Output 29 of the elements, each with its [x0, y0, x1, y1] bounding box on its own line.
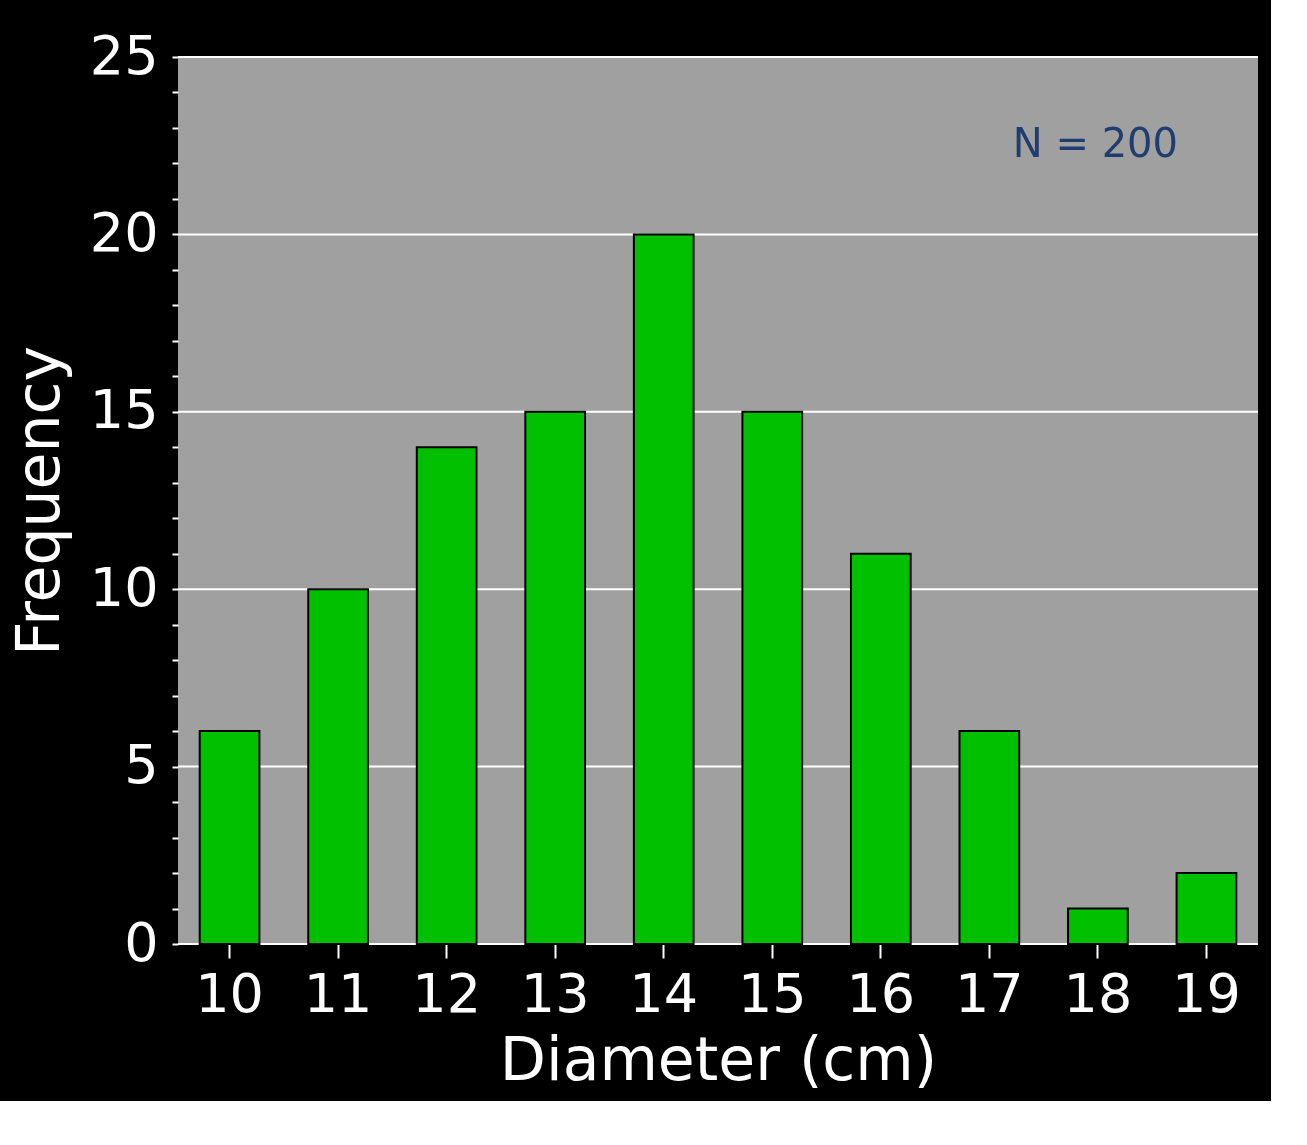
bar	[741, 410, 804, 945]
x-tick-label: 17	[955, 961, 1024, 1025]
annotation: N = 200	[1012, 120, 1178, 166]
x-tick-label: 15	[737, 961, 807, 1025]
y-tick-label: 10	[89, 555, 159, 619]
y-tick-label: 0	[124, 910, 159, 974]
x-tick-label: 10	[195, 961, 264, 1025]
bar	[524, 410, 587, 945]
y-axis-title: Frequency	[2, 346, 73, 656]
bar	[849, 552, 912, 945]
bar	[1067, 907, 1129, 945]
bar	[415, 446, 478, 945]
x-tick-label: 19	[1172, 961, 1241, 1025]
x-tick-label: 11	[303, 961, 373, 1025]
x-tick-label: 16	[846, 961, 916, 1025]
x-tick-label: 12	[412, 961, 481, 1025]
y-tick-label: 25	[89, 23, 159, 87]
bar	[632, 233, 695, 945]
bar	[1175, 872, 1238, 945]
x-tick-label: 14	[629, 961, 699, 1025]
y-tick-label: 20	[89, 200, 159, 264]
x-tick-label: 13	[520, 961, 590, 1025]
bar	[958, 730, 1021, 945]
x-axis-title: Diameter (cm)	[499, 1023, 938, 1094]
y-tick-label: 5	[124, 733, 159, 797]
x-tick-label: 18	[1063, 961, 1133, 1025]
bar	[198, 730, 261, 945]
y-tick-label: 15	[89, 378, 159, 442]
bar	[307, 588, 369, 945]
